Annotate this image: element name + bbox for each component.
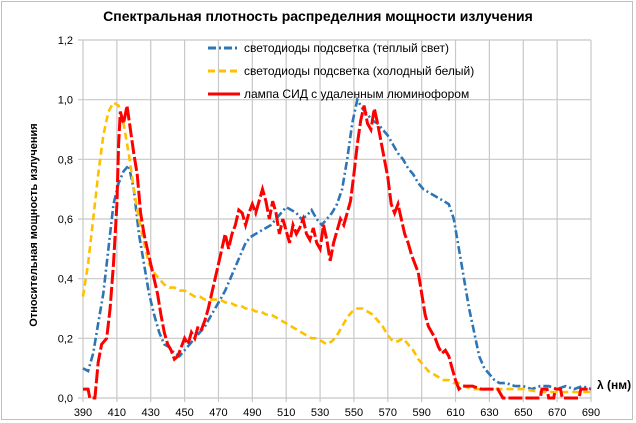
legend-item-cold: светодиоды подсветка (холодный белый) [208,59,474,82]
x-tick-label: 650 [514,407,532,419]
x-tick-label: 670 [548,407,566,419]
x-tick-label: 450 [175,407,193,419]
x-tick-label: 570 [379,407,397,419]
legend-label-warm: светодиоды подсветка (теплый свет) [244,40,450,55]
legend-swatch-remote-phosphor [208,92,240,95]
y-tick-label: 0,4 [58,274,73,286]
x-tick-label: 470 [209,407,227,419]
series-line-0 [82,96,592,391]
x-tick-label: 510 [277,407,295,419]
y-tick-label: 0,2 [58,333,73,345]
y-tick-label: 0,8 [58,154,73,166]
x-tick-label: 410 [108,407,126,419]
series-line-2 [83,105,591,400]
y-tick-label: 0,6 [58,214,73,226]
y-tick-label: 1,0 [58,95,73,107]
legend-label-remote-phosphor: лампа СИД с удаленным люминофором [244,86,470,101]
x-axis-label: λ (нм) [597,378,632,392]
chart-title: Спектральная плотность распределния мощн… [103,8,533,24]
legend-swatch-cold [208,69,240,72]
y-tick-label: 0,0 [58,393,73,405]
x-tick-label: 490 [243,407,261,419]
x-tick-label: 530 [311,407,329,419]
legend-item-remote-phosphor: лампа СИД с удаленным люминофором [208,82,474,105]
x-tick-label: 430 [142,407,160,419]
y-tick-label: 1,2 [58,35,73,47]
legend: светодиоды подсветка (теплый свет) свето… [208,36,474,105]
series-line-1 [81,100,591,394]
x-tick-label: 550 [345,407,363,419]
legend-swatch-warm [208,46,240,49]
x-tick-label: 590 [412,407,430,419]
legend-label-cold: светодиоды подсветка (холодный белый) [244,63,475,78]
x-tick-label: 610 [446,407,464,419]
x-tick-label: 390 [74,407,92,419]
x-tick-label: 690 [582,407,600,419]
x-tick-label: 630 [480,407,498,419]
legend-item-warm: светодиоды подсветка (теплый свет) [208,36,474,59]
